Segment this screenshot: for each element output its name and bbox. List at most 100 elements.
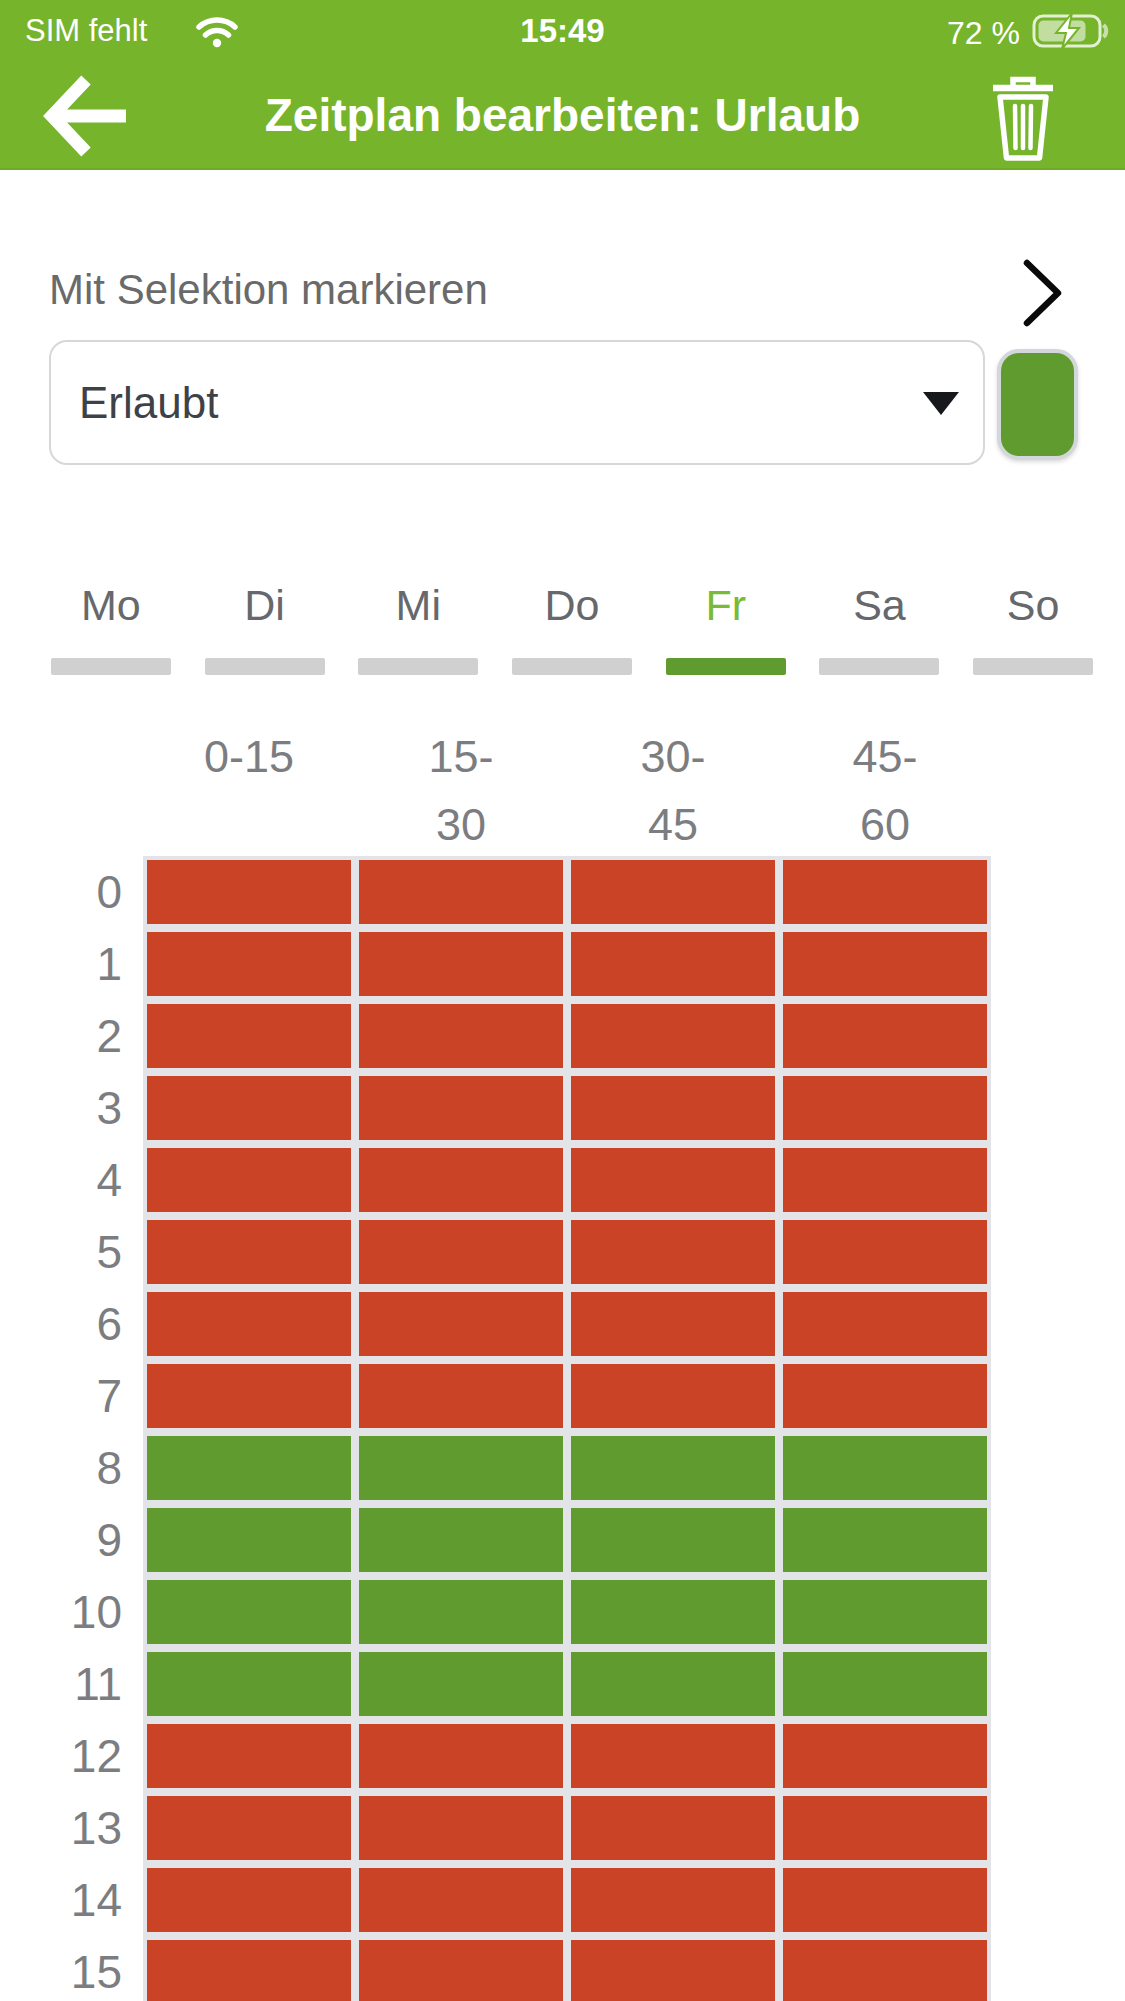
grid-cell-h3-q2[interactable]	[359, 1076, 563, 1140]
grid-cell-h9-q2[interactable]	[359, 1508, 563, 1572]
grid-cell-h13-q4[interactable]	[783, 1796, 987, 1860]
grid-cell-h14-q3[interactable]	[571, 1868, 775, 1932]
grid-cell-h3-q3[interactable]	[571, 1076, 775, 1140]
day-tab-fr[interactable]: Fr	[649, 580, 803, 675]
day-tab-di[interactable]: Di	[188, 580, 342, 675]
grid-cell-h8-q2[interactable]	[359, 1436, 563, 1500]
grid-cell-h1-q3[interactable]	[571, 932, 775, 996]
grid-cell-h6-q3[interactable]	[571, 1292, 775, 1356]
day-tab-label: Sa	[853, 580, 906, 630]
grid-cell-h13-q1[interactable]	[147, 1796, 351, 1860]
grid-cell-h5-q4[interactable]	[783, 1220, 987, 1284]
grid-cell-h9-q1[interactable]	[147, 1508, 351, 1572]
grid-cell-h15-q1[interactable]	[147, 1940, 351, 2001]
battery-charging-icon	[1032, 12, 1112, 54]
column-header: 15-30	[359, 723, 563, 859]
grid-cell-h10-q3[interactable]	[571, 1580, 775, 1644]
day-tab-sa[interactable]: Sa	[803, 580, 957, 675]
day-tab-mo[interactable]: Mo	[34, 580, 188, 675]
day-tab-indicator	[973, 658, 1093, 675]
grid-cell-h5-q1[interactable]	[147, 1220, 351, 1284]
grid-cell-h15-q2[interactable]	[359, 1940, 563, 2001]
day-tab-indicator	[205, 658, 325, 675]
grid-cell-h13-q3[interactable]	[571, 1796, 775, 1860]
day-tab-indicator	[819, 658, 939, 675]
grid-cell-h11-q3[interactable]	[571, 1652, 775, 1716]
grid-cell-h6-q2[interactable]	[359, 1292, 563, 1356]
battery-group: 72 %	[947, 12, 1112, 54]
grid-cell-h0-q1[interactable]	[147, 860, 351, 924]
grid-cell-h6-q4[interactable]	[783, 1292, 987, 1356]
grid-cell-h0-q2[interactable]	[359, 860, 563, 924]
grid-cell-h15-q4[interactable]	[783, 1940, 987, 2001]
delete-button[interactable]	[989, 75, 1057, 163]
grid-cell-h13-q2[interactable]	[359, 1796, 563, 1860]
grid-cell-h10-q2[interactable]	[359, 1580, 563, 1644]
grid-cell-h6-q1[interactable]	[147, 1292, 351, 1356]
grid-cell-h2-q3[interactable]	[571, 1004, 775, 1068]
grid-cell-h9-q4[interactable]	[783, 1508, 987, 1572]
battery-percent-label: 72 %	[947, 15, 1020, 52]
grid-cell-h5-q3[interactable]	[571, 1220, 775, 1284]
grid-cell-h4-q2[interactable]	[359, 1148, 563, 1212]
grid-cell-h14-q2[interactable]	[359, 1868, 563, 1932]
grid-cell-h0-q3[interactable]	[571, 860, 775, 924]
grid-cell-h14-q4[interactable]	[783, 1868, 987, 1932]
hour-label-12: 12	[0, 1724, 122, 1788]
day-tab-indicator	[512, 658, 632, 675]
hour-label-11: 11	[0, 1652, 122, 1716]
grid-cell-h12-q2[interactable]	[359, 1724, 563, 1788]
grid-cell-h10-q4[interactable]	[783, 1580, 987, 1644]
hour-label-0: 0	[0, 860, 122, 924]
grid-cell-h5-q2[interactable]	[359, 1220, 563, 1284]
grid-cell-h14-q1[interactable]	[147, 1868, 351, 1932]
grid-cell-h12-q1[interactable]	[147, 1724, 351, 1788]
grid-cell-h12-q3[interactable]	[571, 1724, 775, 1788]
grid-cell-h0-q4[interactable]	[783, 860, 987, 924]
day-tab-indicator	[666, 658, 786, 675]
grid-cell-h3-q4[interactable]	[783, 1076, 987, 1140]
grid-cell-h2-q2[interactable]	[359, 1004, 563, 1068]
day-tab-do[interactable]: Do	[495, 580, 649, 675]
grid-cell-h7-q2[interactable]	[359, 1364, 563, 1428]
day-tab-indicator	[51, 658, 171, 675]
day-tab-mi[interactable]: Mi	[341, 580, 495, 675]
chevron-right-icon[interactable]	[1022, 258, 1064, 332]
grid-cell-h8-q4[interactable]	[783, 1436, 987, 1500]
mark-with-selection-row[interactable]: Mit Selektion markieren	[49, 258, 1076, 328]
marker-select[interactable]: Erlaubt	[49, 340, 985, 465]
grid-cell-h15-q3[interactable]	[571, 1940, 775, 2001]
grid-cell-h12-q4[interactable]	[783, 1724, 987, 1788]
column-header: 30-45	[571, 723, 775, 859]
grid-cell-h7-q1[interactable]	[147, 1364, 351, 1428]
grid-cell-h8-q1[interactable]	[147, 1436, 351, 1500]
grid-cell-h7-q4[interactable]	[783, 1364, 987, 1428]
grid-cell-h4-q3[interactable]	[571, 1148, 775, 1212]
grid-cell-h2-q1[interactable]	[147, 1004, 351, 1068]
grid-cell-h1-q1[interactable]	[147, 932, 351, 996]
grid-cell-h4-q4[interactable]	[783, 1148, 987, 1212]
column-header: 0-15	[147, 723, 351, 859]
hour-label-2: 2	[0, 1004, 122, 1068]
grid-cell-h1-q2[interactable]	[359, 932, 563, 996]
hour-label-10: 10	[0, 1580, 122, 1644]
marker-select-value: Erlaubt	[79, 342, 218, 463]
day-tab-so[interactable]: So	[956, 580, 1110, 675]
schedule-grid	[143, 856, 991, 2001]
grid-cell-h9-q3[interactable]	[571, 1508, 775, 1572]
hour-label-14: 14	[0, 1868, 122, 1932]
status-bar: SIM fehlt 15:49 72 %	[0, 0, 1125, 60]
grid-cell-h8-q3[interactable]	[571, 1436, 775, 1500]
grid-cell-h1-q4[interactable]	[783, 932, 987, 996]
grid-cell-h10-q1[interactable]	[147, 1580, 351, 1644]
grid-cell-h2-q4[interactable]	[783, 1004, 987, 1068]
grid-cell-h3-q1[interactable]	[147, 1076, 351, 1140]
day-tab-label: Mi	[396, 580, 441, 630]
grid-cell-h11-q4[interactable]	[783, 1652, 987, 1716]
day-tabs: MoDi Mi DoFr Sa So	[34, 580, 1110, 675]
grid-cell-h7-q3[interactable]	[571, 1364, 775, 1428]
grid-cell-h4-q1[interactable]	[147, 1148, 351, 1212]
hour-label-9: 9	[0, 1508, 122, 1572]
grid-cell-h11-q2[interactable]	[359, 1652, 563, 1716]
grid-cell-h11-q1[interactable]	[147, 1652, 351, 1716]
